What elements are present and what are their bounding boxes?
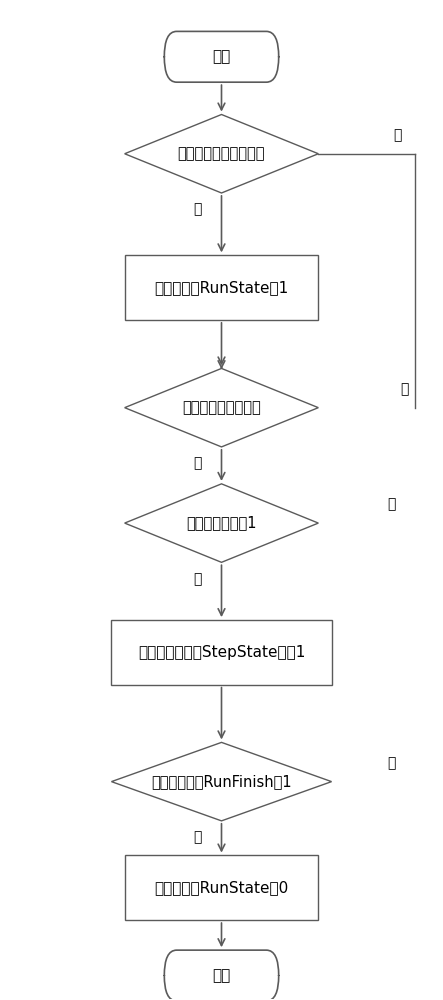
Text: 运行状态是否为1: 运行状态是否为1 [186,516,257,531]
Bar [112,620,331,685]
Text: 开始: 开始 [212,49,231,64]
Bar [124,855,319,920]
Text: 将运行状态RunState置0: 将运行状态RunState置0 [154,880,289,895]
Text: 结束: 结束 [212,968,231,983]
Text: 单步完成信号RunFinish为1: 单步完成信号RunFinish为1 [151,774,292,789]
FancyBboxPatch shape [164,950,279,1000]
Text: 是: 是 [193,203,202,217]
Text: 否: 否 [387,756,395,770]
FancyBboxPatch shape [164,31,279,82]
Polygon shape [124,368,319,447]
Text: 否: 否 [393,128,402,142]
Text: 否: 否 [193,572,202,586]
Polygon shape [124,484,319,562]
Text: 将运行状态RunState置1: 将运行状态RunState置1 [154,280,289,295]
Text: 是: 是 [193,830,202,844]
Text: 是: 是 [387,498,395,512]
Polygon shape [124,114,319,193]
Text: 当前是否在单步模式: 当前是否在单步模式 [182,400,261,415]
Text: 当前是否按下运行按鈕: 当前是否按下运行按鈕 [178,146,265,161]
Bar [124,255,319,320]
Text: 否: 否 [400,382,408,396]
Text: 是: 是 [193,457,202,471]
Text: 将单步运行状态StepState置为1: 将单步运行状态StepState置为1 [138,645,305,660]
Polygon shape [112,742,331,821]
